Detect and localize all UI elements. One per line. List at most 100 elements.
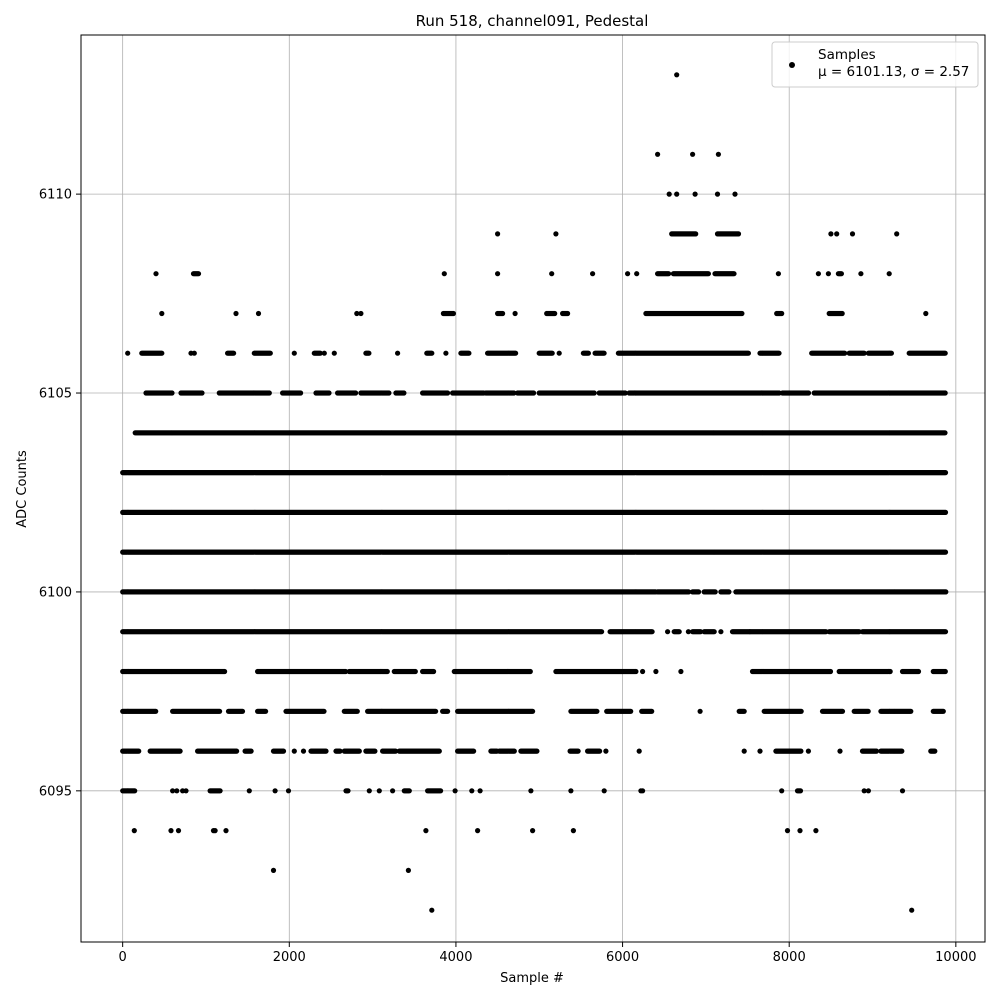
data-point bbox=[270, 867, 277, 874]
data-point bbox=[431, 668, 437, 675]
data-point bbox=[640, 668, 646, 675]
data-point bbox=[915, 668, 922, 675]
data-point bbox=[376, 788, 382, 794]
data-point bbox=[797, 828, 803, 834]
data-point bbox=[899, 788, 906, 794]
data-point bbox=[757, 748, 763, 754]
data-point bbox=[908, 708, 914, 714]
data-point bbox=[475, 828, 481, 834]
data-point bbox=[469, 788, 475, 794]
data-point bbox=[628, 708, 634, 714]
data-point bbox=[390, 788, 396, 794]
data-point bbox=[942, 549, 949, 555]
data-point bbox=[406, 788, 412, 794]
data-point bbox=[942, 509, 949, 515]
data-point bbox=[741, 748, 747, 754]
data-point bbox=[248, 748, 254, 754]
data-point bbox=[321, 708, 327, 714]
data-point bbox=[649, 708, 655, 714]
data-point bbox=[530, 708, 536, 714]
data-point bbox=[471, 748, 477, 754]
data-point bbox=[741, 708, 747, 714]
data-point bbox=[940, 708, 946, 714]
data-point bbox=[861, 788, 867, 794]
data-points bbox=[120, 72, 949, 913]
data-point bbox=[174, 788, 180, 794]
data-point bbox=[217, 708, 223, 714]
data-point bbox=[222, 668, 228, 675]
data-point bbox=[570, 828, 577, 834]
data-point bbox=[594, 708, 600, 714]
data-point bbox=[942, 668, 948, 675]
data-point bbox=[272, 788, 278, 794]
data-point bbox=[337, 748, 343, 754]
data-point bbox=[698, 629, 704, 635]
data-point bbox=[899, 748, 905, 754]
data-point bbox=[223, 828, 229, 834]
data-point bbox=[718, 629, 724, 635]
data-point bbox=[530, 828, 536, 834]
data-point bbox=[568, 788, 574, 794]
data-point bbox=[528, 788, 534, 794]
data-point bbox=[805, 748, 812, 754]
data-point bbox=[477, 788, 483, 794]
data-point bbox=[887, 668, 893, 675]
data-point bbox=[636, 748, 642, 754]
data-point bbox=[865, 788, 872, 794]
data-point bbox=[183, 788, 189, 794]
data-point bbox=[943, 589, 949, 595]
data-point bbox=[153, 708, 159, 714]
data-point bbox=[345, 788, 351, 794]
data-point bbox=[633, 668, 639, 675]
data-point bbox=[696, 589, 702, 595]
data-point bbox=[649, 629, 655, 635]
data-point bbox=[423, 828, 429, 834]
data-point bbox=[323, 748, 329, 754]
data-point bbox=[599, 629, 605, 635]
data-point bbox=[827, 668, 834, 675]
data-point bbox=[343, 668, 349, 675]
data-point bbox=[685, 629, 692, 635]
data-point bbox=[865, 708, 871, 714]
data-point bbox=[779, 788, 785, 794]
data-point bbox=[873, 748, 880, 754]
data-point bbox=[366, 788, 372, 794]
data-point bbox=[676, 629, 682, 635]
data-point bbox=[285, 788, 292, 794]
data-point bbox=[797, 788, 804, 794]
data-point bbox=[384, 668, 390, 675]
data-point bbox=[170, 788, 176, 794]
data-point bbox=[433, 708, 439, 714]
data-point bbox=[405, 867, 411, 874]
data-point bbox=[697, 708, 703, 714]
data-point bbox=[356, 748, 362, 754]
data-point bbox=[726, 589, 732, 595]
data-point bbox=[603, 748, 609, 754]
data-point bbox=[678, 668, 684, 675]
data-point bbox=[839, 708, 846, 714]
data-point bbox=[412, 668, 418, 675]
data-point bbox=[575, 748, 581, 754]
data-point bbox=[712, 589, 718, 595]
data-point bbox=[300, 748, 307, 754]
data-point bbox=[511, 748, 517, 754]
data-point bbox=[932, 748, 938, 754]
data-point bbox=[438, 788, 444, 794]
data-point bbox=[131, 828, 137, 834]
data-point bbox=[136, 748, 142, 754]
data-point bbox=[813, 828, 819, 834]
data-point bbox=[239, 708, 246, 714]
data-point bbox=[217, 788, 223, 794]
data-point bbox=[445, 708, 451, 714]
data-point bbox=[597, 748, 603, 754]
data-point bbox=[354, 708, 360, 714]
data-point bbox=[711, 629, 717, 635]
data-point bbox=[601, 788, 607, 794]
data-point bbox=[909, 907, 915, 913]
data-point bbox=[212, 828, 218, 834]
data-point bbox=[263, 708, 269, 714]
data-point bbox=[640, 788, 646, 794]
data-point bbox=[429, 907, 435, 913]
data-point bbox=[234, 748, 240, 754]
